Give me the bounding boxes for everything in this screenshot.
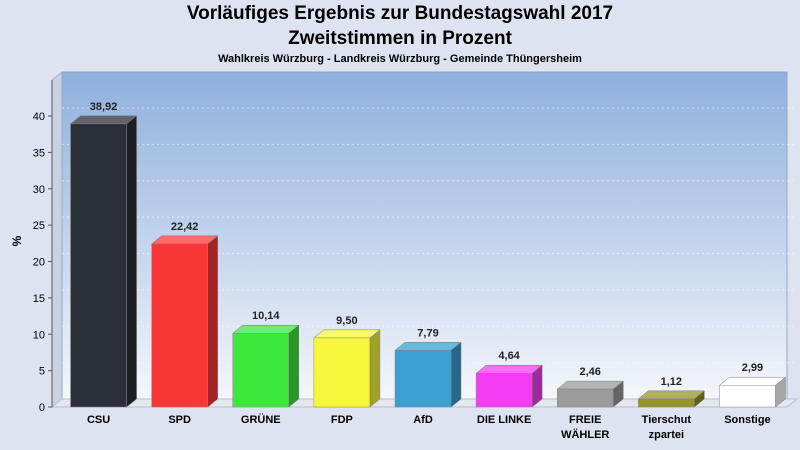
y-tick-label: 30 <box>33 184 45 196</box>
bar-value-label: 9,50 <box>336 315 357 327</box>
bar-side <box>288 324 300 408</box>
x-category-label: Sonstige <box>724 414 770 426</box>
x-category-label: AfD <box>413 414 433 426</box>
bar-front <box>394 350 452 408</box>
y-tick-label: 25 <box>33 220 45 232</box>
plot-side-wall <box>51 70 63 409</box>
x-category-label: SPD <box>168 414 191 426</box>
bar-side <box>450 341 462 408</box>
bar-value-label: 2,99 <box>742 362 763 374</box>
x-category-label: GRÜNE <box>241 413 281 426</box>
chart-title: Vorläufiges Ergebnis zur Bundestagswahl … <box>186 3 614 24</box>
x-category-label: Tierschut zpartei <box>642 414 692 441</box>
y-axis: 0 5 10 15 20 25 30 35 40 <box>33 80 53 414</box>
bar-front <box>151 243 208 408</box>
bar-top <box>313 329 381 339</box>
bar-front <box>475 372 533 408</box>
y-tick-label: 0 <box>39 402 45 414</box>
x-category-label: CSU <box>87 414 110 426</box>
bar-value-label: 1,12 <box>661 376 682 388</box>
bar-top <box>475 364 543 374</box>
bar: 1,12 <box>637 376 706 408</box>
bar: 38,92 <box>69 101 138 408</box>
bar: 7,79 <box>394 327 462 408</box>
chart-subtitle: Wahlkreis Würzburg - Landkreis Würzburg … <box>218 53 582 65</box>
bar-value-label: 38,92 <box>90 101 118 113</box>
bar-front <box>232 332 290 408</box>
bar-front <box>70 123 127 408</box>
y-tick-label: 10 <box>33 329 45 341</box>
bar: 9,50 <box>313 315 381 408</box>
x-axis-labels: CSU SPD GRÜNE FDP AfD DIE LINKE FREIE WÄHLER Tie… <box>87 413 771 441</box>
bar-top <box>69 115 138 125</box>
bar: 4,64 <box>475 350 543 408</box>
bar-front <box>638 398 695 408</box>
x-category-label: FDP <box>331 414 353 426</box>
bar: 10,14 <box>232 310 300 408</box>
bar: 2,99 <box>718 362 787 408</box>
y-tick-label: 35 <box>33 147 45 159</box>
x-category-label: DIE LINKE <box>477 414 531 426</box>
bar-value-label: 2,46 <box>580 366 601 378</box>
bar-value-label: 22,42 <box>171 221 199 233</box>
bar-side <box>207 235 218 408</box>
bar-top <box>556 380 624 390</box>
bar-value-label: 10,14 <box>252 310 280 322</box>
bar-side <box>126 115 137 408</box>
bar-front <box>313 337 371 408</box>
bar-top <box>232 324 300 334</box>
bar-side <box>369 329 381 408</box>
bar-top <box>637 390 706 400</box>
y-tick-label: 40 <box>33 111 45 123</box>
bar-top <box>150 235 219 245</box>
bar-front <box>556 388 614 408</box>
y-tick-label: 15 <box>33 293 45 305</box>
y-tick-label: 5 <box>39 366 45 378</box>
x-category-label: FREIE WÄHLER <box>561 414 609 441</box>
bar-value-label: 4,64 <box>498 350 520 362</box>
bar: 22,42 <box>150 221 219 408</box>
y-axis-label: % <box>10 235 24 246</box>
bar-value-label: 7,79 <box>417 327 438 339</box>
bar-top <box>394 342 462 351</box>
bar-front <box>719 384 776 408</box>
bars: 38,92 22,42 10,14 9,50 7,79 4,64 2,46 1,12 2,99 <box>69 101 787 408</box>
chart-title-line2: Zweitstimmen in Prozent <box>288 28 512 49</box>
bar: 2,46 <box>556 366 624 408</box>
bar-top <box>718 376 787 386</box>
y-tick-label: 20 <box>33 257 45 269</box>
